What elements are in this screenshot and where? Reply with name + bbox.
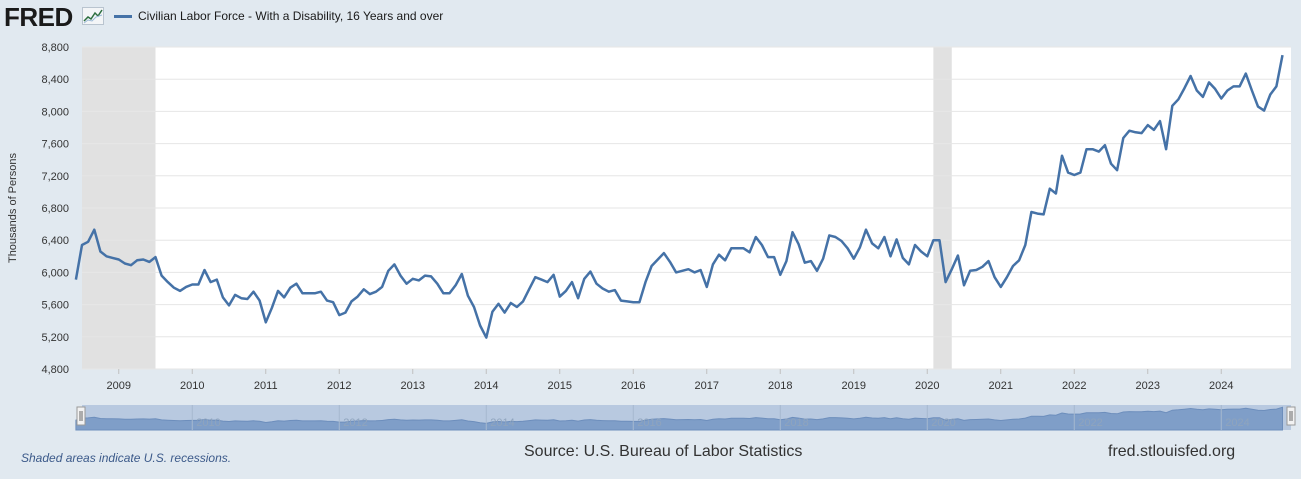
navigator-tick-label: 2016 [637,417,661,429]
x-tick-label: 2021 [989,380,1013,392]
range-navigator[interactable]: 2010 2012 2014 2016 2018 2020 2022 2024 [0,0,1301,440]
series-line [74,54,1284,339]
y-tick-label: 4,800 [41,364,69,376]
y-tick-label: 8,000 [41,106,69,118]
navigator-handle-left[interactable] [76,406,86,426]
x-tick-label: 2018 [768,380,792,392]
x-tick-label: 2011 [254,380,278,392]
navigator-tick-label: 2024 [1225,417,1249,429]
x-tick-label: 2017 [695,380,719,392]
recession-note: Shaded areas indicate U.S. recessions. [21,451,232,465]
gridlines [82,46,1291,370]
fred-logo[interactable]: FRED [4,2,73,32]
x-axis-ticks: 2009 2010 2011 2012 2013 2014 2015 2016 2017 2018… [107,369,1233,392]
navigator-tick-label: 2020 [931,417,955,429]
navigator-ticks: 2010 2012 2014 2016 2018 2020 2022 2024 [191,405,1250,430]
x-tick-label: 2014 [474,380,498,392]
y-tick-label: 7,200 [41,171,69,183]
data-points [75,55,1283,338]
x-tick-label: 2020 [915,380,939,392]
chart-header: FRED Civilian Labor Force - With a Disab… [0,0,1301,36]
y-tick-label: 6,800 [41,203,69,215]
navigator-handle-right[interactable] [1286,406,1296,426]
y-tick-label: 6,400 [41,235,69,247]
navigator-tick-label: 2012 [343,417,367,429]
x-tick-label: 2010 [180,380,204,392]
x-tick-label: 2013 [401,380,425,392]
navigator-tick-label: 2010 [196,417,220,429]
y-tick-label: 6,000 [41,267,69,279]
legend-swatch [114,15,132,18]
x-tick-label: 2022 [1062,380,1086,392]
source-text: Source: U.S. Bureau of Labor Statistics [524,443,803,460]
navigator-area [75,406,1283,431]
fred-logo-chart-icon [82,7,104,25]
legend-series-label: Civilian Labor Force - With a Disability… [138,9,444,23]
navigator-tick-label: 2018 [784,417,808,429]
x-tick-label: 2023 [1136,380,1160,392]
x-tick-label: 2016 [621,380,645,392]
x-tick-label: 2012 [327,380,351,392]
navigator-tick-label: 2022 [1078,417,1102,429]
navigator-tick-label: 2014 [490,417,514,429]
line-chart: 4,800 5,200 5,600 6,000 6,400 6,800 7,200 7,600… [7,42,1291,392]
x-tick-label: 2015 [548,380,572,392]
site-link[interactable]: fred.stlouisfed.org [1108,443,1236,460]
y-axis-label: Thousands of Persons [7,152,19,263]
x-tick-label: 2024 [1209,380,1233,392]
x-tick-label: 2009 [107,380,131,392]
y-tick-label: 8,400 [41,74,69,86]
y-tick-label: 5,200 [41,332,69,344]
y-axis-ticks: 4,800 5,200 5,600 6,000 6,400 6,800 7,200 7,600… [41,42,69,376]
y-tick-label: 7,600 [41,139,69,151]
y-tick-label: 8,800 [41,42,69,54]
y-tick-label: 5,600 [41,300,69,312]
x-tick-label: 2019 [842,380,866,392]
